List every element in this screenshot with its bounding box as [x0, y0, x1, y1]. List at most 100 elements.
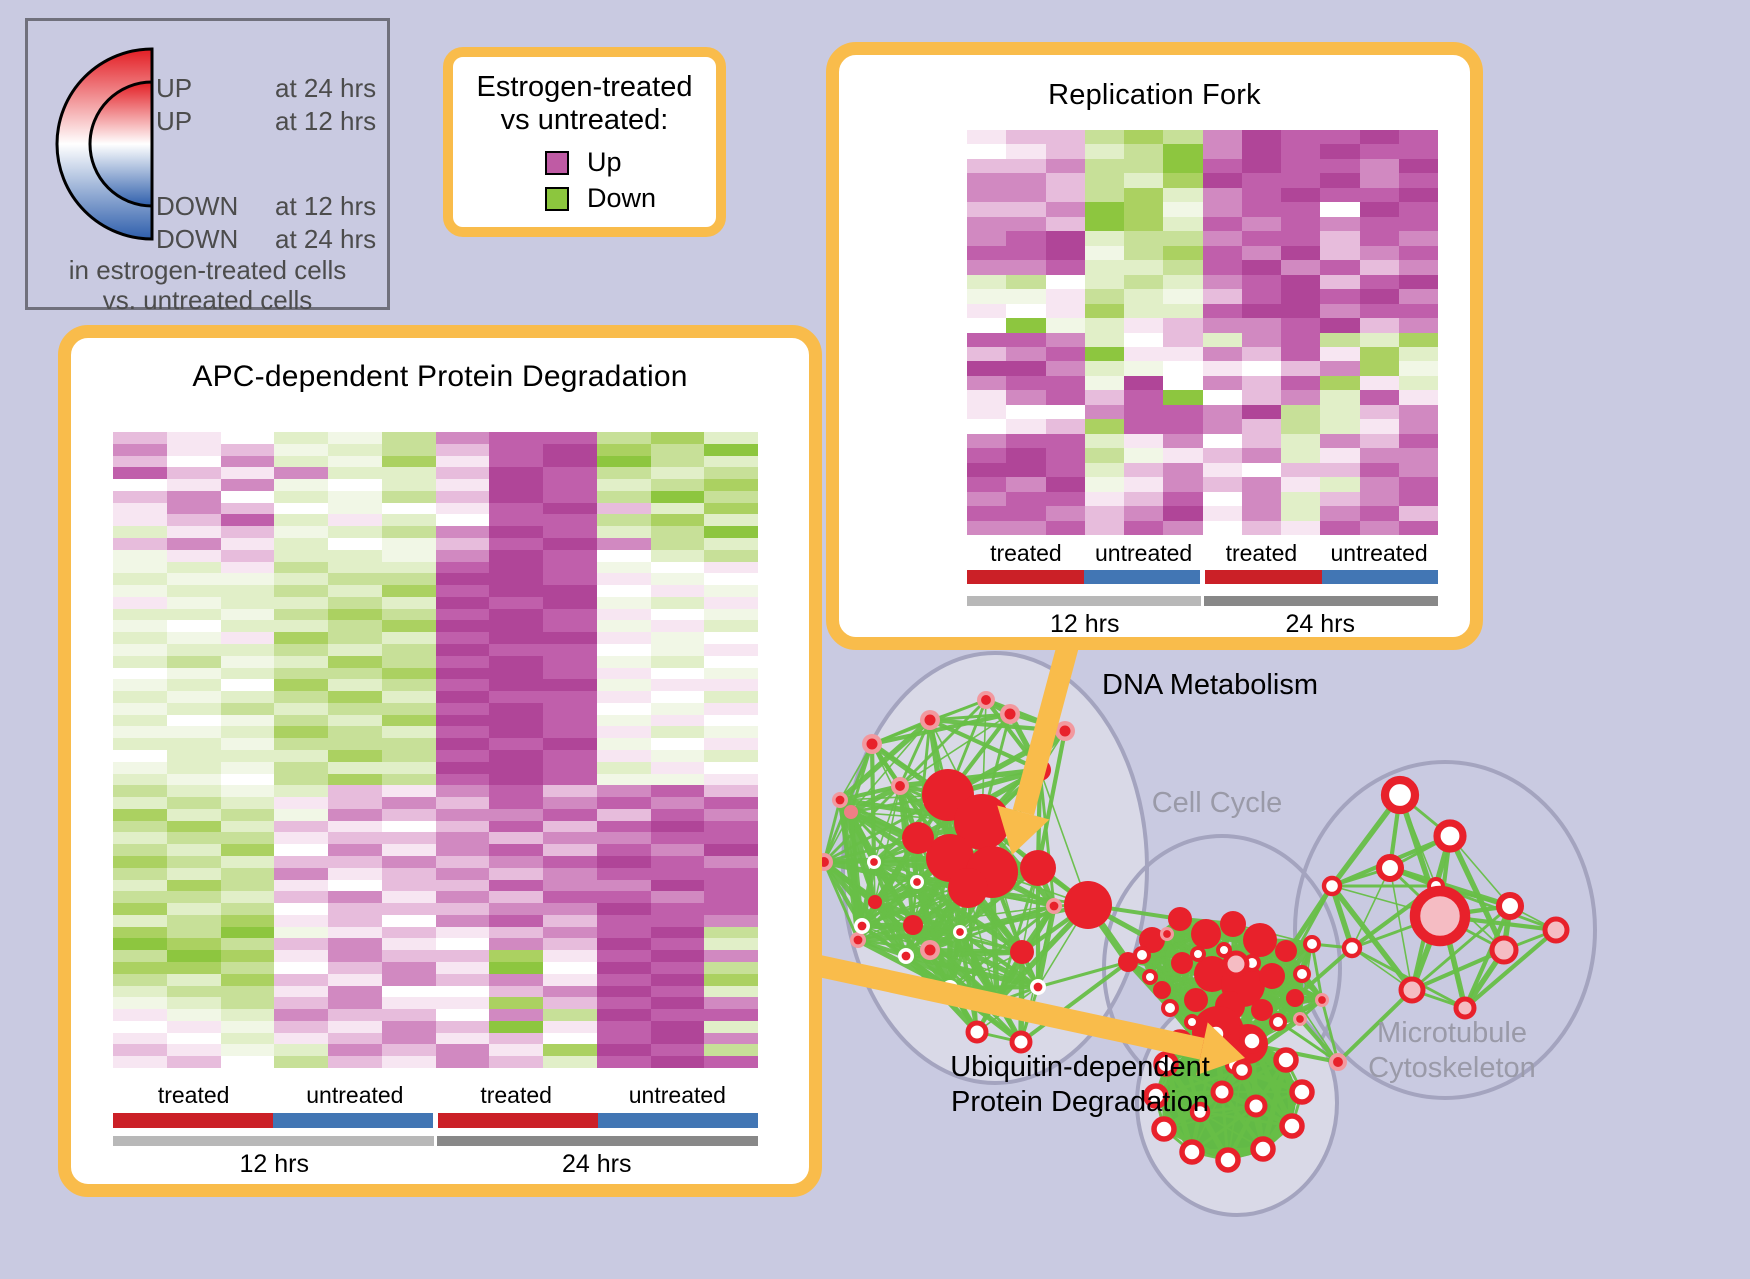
- heatmap-cell: [166, 926, 221, 939]
- connector-arrowhead-icon: [997, 805, 1050, 855]
- heatmap-cell: [435, 773, 490, 786]
- heatmap-cell: [1281, 231, 1321, 246]
- heatmap-cell: [220, 596, 275, 609]
- heatmap-cell: [381, 620, 436, 633]
- heatmap-cell: [1202, 289, 1242, 304]
- heatmap-cell: [543, 820, 597, 833]
- heatmap-cell: [1241, 187, 1281, 203]
- heatmap-cell: [1359, 289, 1399, 304]
- heatmap-cell: [1398, 274, 1438, 290]
- gene-node-solid: [1171, 952, 1193, 974]
- gene-node-ring-white: [1143, 1083, 1169, 1109]
- heatmap-cell: [1006, 187, 1046, 203]
- heatmap-cell: [381, 479, 436, 491]
- heatmap-cell: [596, 691, 651, 703]
- up-label: Up: [587, 147, 622, 177]
- heatmap-cell: [543, 973, 597, 986]
- heatmap-cell: [435, 585, 490, 597]
- heatmap-cell: [166, 938, 221, 951]
- gene-node-ring-white: [1244, 1094, 1268, 1118]
- heatmap-cell: [596, 632, 651, 644]
- heatmap-cell: [1398, 130, 1438, 145]
- heatmap-cell: [1359, 332, 1399, 347]
- heatmap-cell: [1006, 477, 1046, 492]
- gene-node-solid: [1259, 963, 1285, 989]
- heatmap-cell: [1202, 346, 1242, 362]
- heatmap-cell: [1084, 520, 1124, 535]
- heatmap-cell: [435, 844, 490, 856]
- network-edge: [822, 743, 874, 863]
- gene-node-solid: [1064, 881, 1112, 929]
- heatmap-cell: [166, 714, 221, 727]
- heatmap-cell: [543, 596, 597, 609]
- heatmap-cell: [166, 455, 221, 468]
- heatmap-cell: [1045, 318, 1085, 333]
- heatmap-cell: [543, 537, 597, 550]
- time-label-24-hrs: 24 hrs: [1285, 610, 1355, 638]
- heatmap-cell: [489, 596, 543, 609]
- heatmap-cell: [543, 702, 597, 715]
- gene-node-solid: [1191, 919, 1221, 949]
- heatmap-cell: [1398, 462, 1438, 478]
- heatmap-cell: [328, 926, 382, 939]
- heatmap-cell: [1163, 245, 1203, 261]
- heatmap-cell: [220, 455, 275, 468]
- heatmap-cell: [1084, 289, 1124, 304]
- heatmap-cell: [1320, 130, 1360, 145]
- heatmap-cell: [596, 891, 651, 904]
- heatmap-cell: [381, 797, 436, 809]
- heatmap-cell: [1320, 245, 1360, 261]
- untreated-bar-segment: [598, 1113, 758, 1128]
- heatmap-cell: [650, 938, 705, 951]
- heatmap-cell: [220, 537, 275, 550]
- heatmap-cell: [113, 973, 167, 986]
- heatmap-cell: [967, 404, 1007, 420]
- heatmap-cell: [704, 961, 758, 974]
- heatmap-cell: [704, 608, 758, 621]
- heatmap-cell: [650, 585, 705, 597]
- heatmap-cell: [274, 679, 328, 692]
- heatmap-cell: [650, 667, 705, 680]
- heatmap-cell: [1281, 216, 1321, 232]
- heatmap-cell: [220, 526, 275, 538]
- heatmap-cell: [704, 443, 758, 456]
- heatmap-cell: [489, 1044, 543, 1057]
- heatmap-cell: [967, 477, 1007, 492]
- gene-node-red-core: [1004, 708, 1016, 720]
- network-cross-edge: [1293, 946, 1354, 1000]
- heatmap-cell: [1163, 448, 1203, 463]
- heatmap-cell: [967, 332, 1007, 347]
- heatmap-cell: [435, 1009, 490, 1021]
- network-edge: [861, 925, 931, 951]
- heatmap-cell: [704, 655, 758, 668]
- heatmap-cell: [650, 596, 705, 609]
- heatmap-cell: [596, 679, 651, 692]
- gene-node-solid: [902, 822, 934, 854]
- heatmap-cell: [967, 390, 1007, 405]
- heatmap-cell: [1320, 158, 1360, 174]
- heatmap-cell: [1398, 404, 1438, 420]
- heatmap-cell: [1202, 404, 1242, 420]
- heatmap-cell: [704, 596, 758, 609]
- legend-row-down: Down: [545, 183, 656, 214]
- heatmap-cell: [328, 785, 382, 798]
- heatmap-cell: [274, 879, 328, 892]
- updown-gradient-circle-icon: [55, 47, 154, 241]
- heatmap-cell: [1163, 260, 1203, 275]
- heatmap-cell: [704, 738, 758, 750]
- heatmap-cell: [435, 950, 490, 962]
- heatmap-cell: [166, 950, 221, 962]
- gene-node-ring-white: [1380, 775, 1420, 815]
- heatmap-cell: [967, 448, 1007, 463]
- network-edge: [1320, 999, 1340, 1063]
- circle-legend-footer-2: vs. untreated cells: [102, 285, 313, 315]
- heatmap-cell: [328, 867, 382, 880]
- heatmap-cell: [381, 891, 436, 904]
- heatmap-cell: [166, 514, 221, 527]
- network-edge: [1463, 928, 1558, 1010]
- heatmap-cell: [435, 702, 490, 715]
- heatmap-cell: [274, 961, 328, 974]
- ubiquitin-label-line-2: Protein Degradation: [951, 1085, 1209, 1118]
- heatmap-cell: [1084, 361, 1124, 376]
- heatmap-cell: [1202, 390, 1242, 405]
